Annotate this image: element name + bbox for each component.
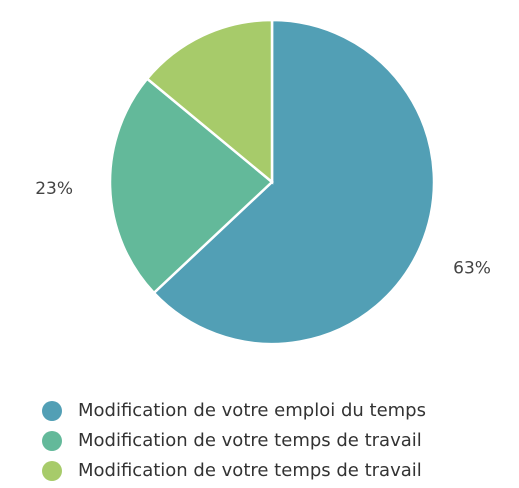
pie-slice	[152, 18, 436, 346]
pie-slice	[145, 18, 274, 185]
legend-label: Modification de votre emploi du temps	[78, 400, 426, 421]
legend-marker	[42, 461, 62, 481]
data-label: 63%	[453, 259, 491, 279]
legend-label: Modification de votre temps de travail	[78, 430, 422, 451]
pie-slice	[108, 76, 274, 295]
legend-label: Modification de votre temps de travail	[78, 460, 422, 481]
legend-marker	[42, 401, 62, 421]
legend-marker	[42, 431, 62, 451]
data-label: 23%	[35, 179, 73, 199]
